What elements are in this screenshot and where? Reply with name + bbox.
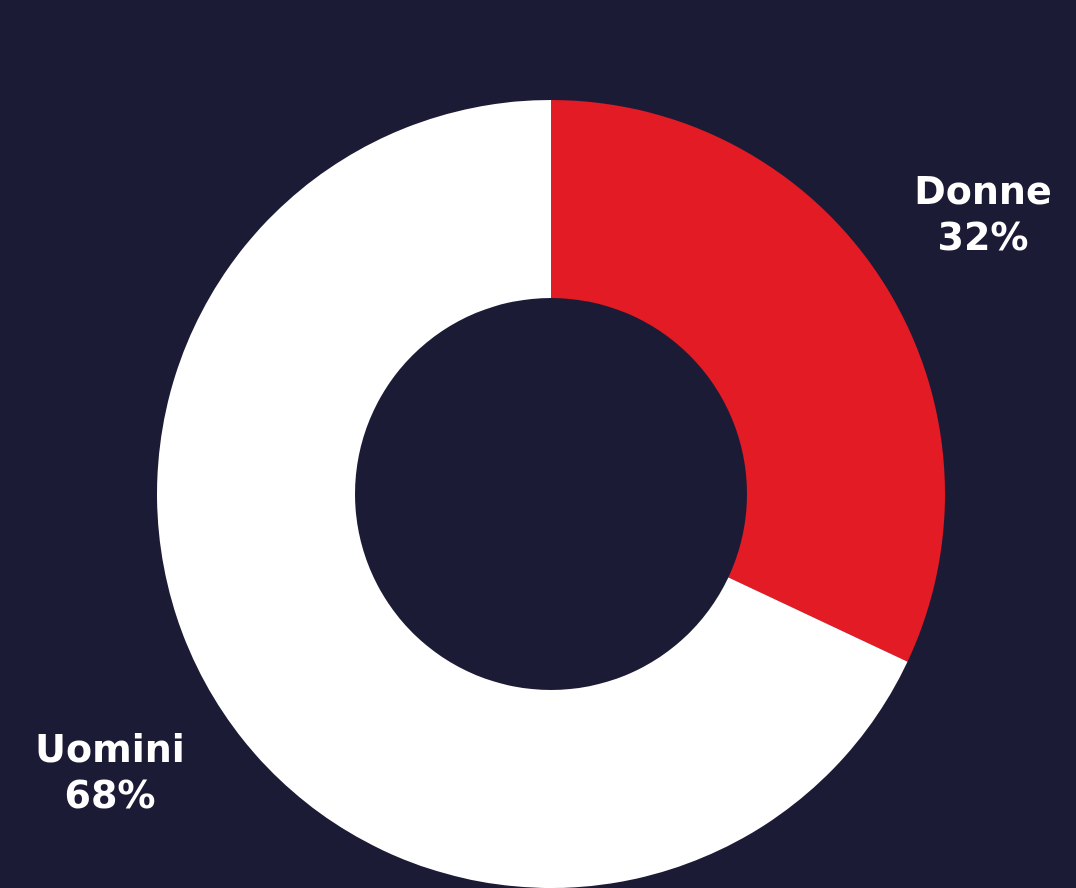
label-uomini: Uomini 68% (12, 726, 208, 818)
label-uomini-name: Uomini (35, 727, 185, 771)
label-donne: Donne 32% (890, 168, 1076, 260)
donut-hole (355, 298, 747, 690)
label-uomini-value: 68% (64, 773, 156, 817)
label-donne-name: Donne (914, 169, 1052, 213)
label-donne-value: 32% (937, 215, 1029, 259)
